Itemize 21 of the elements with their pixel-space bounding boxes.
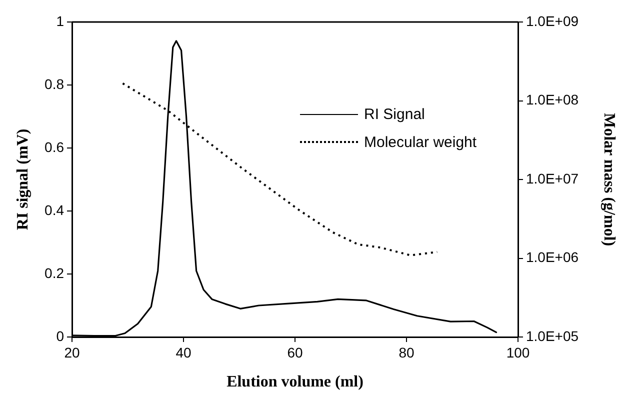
x-tick-label: 100 <box>506 344 530 360</box>
y-axis-title: RI signal (mV) <box>14 128 32 230</box>
y2-tick-label: 1.0E+09 <box>526 12 579 29</box>
x-tick-label: 80 <box>398 344 414 360</box>
y-tick-label: 0 <box>56 328 64 344</box>
y-tick-label: 0.8 <box>44 76 64 92</box>
y2-tick-label: 1.0E+07 <box>526 170 579 186</box>
y2-tick-label: 1.0E+05 <box>526 328 579 344</box>
x-axis-title: Elution volume (ml) <box>226 374 364 391</box>
legend-label: Molecular weight <box>364 134 477 150</box>
y-tick-label: 0.6 <box>44 138 64 155</box>
x-tick-label: 40 <box>176 344 192 360</box>
y2-tick-label: 1.0E+06 <box>526 249 579 266</box>
y-tick-label: 0.2 <box>44 264 64 281</box>
x-tick-label: 20 <box>64 344 80 360</box>
x-tick-label: 60 <box>287 344 303 360</box>
y2-axis-title: Molar mass (g/mol) <box>600 112 618 246</box>
y-tick-label: 1 <box>56 12 64 29</box>
legend-label: RI Signal <box>364 106 425 122</box>
y-tick-label: 0.4 <box>44 202 64 218</box>
y2-tick-label: 1.0E+08 <box>526 92 579 108</box>
